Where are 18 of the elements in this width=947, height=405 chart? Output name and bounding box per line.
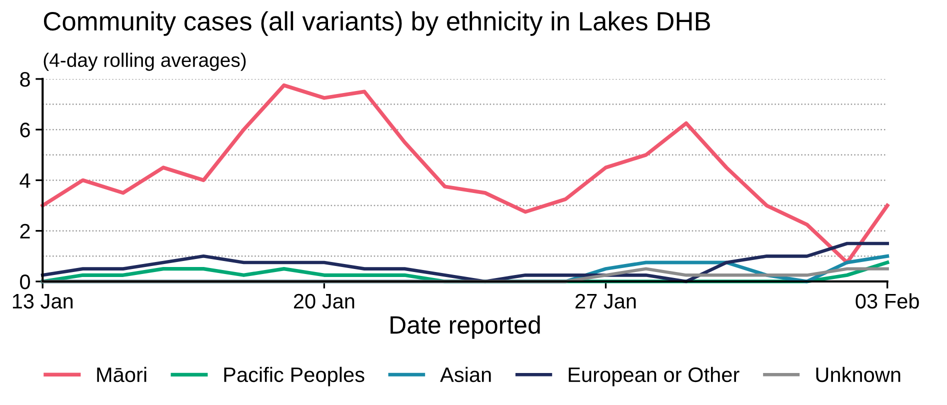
x-tick-label: 27 Jan xyxy=(576,294,636,309)
y-tick-label: 2 xyxy=(20,224,30,238)
y-tick-label: 8 xyxy=(20,72,30,87)
legend-label: European or Other xyxy=(568,366,740,386)
y-tick-label: 6 xyxy=(20,122,30,138)
chart-subtitle: (4-day rolling averages) xyxy=(44,52,246,71)
legend-label: Unknown xyxy=(816,366,900,382)
legend-label: Asian xyxy=(440,366,491,382)
line-series xyxy=(40,83,890,264)
chart-title: Community cases (all variants) by ethnicity in Lakes DHB xyxy=(44,11,710,36)
y-tick-label: 0 xyxy=(20,274,30,290)
x-axis-title: Date reported xyxy=(390,315,540,339)
x-tick-label: 20 Jan xyxy=(294,294,354,309)
legend-label: Māori xyxy=(97,366,146,382)
x-tick-label: 13 Jan xyxy=(12,294,73,309)
x-tick-label: 03 Feb xyxy=(856,293,919,309)
legend-label: Pacific Peoples xyxy=(224,366,364,386)
y-tick-label: 4 xyxy=(20,173,30,188)
